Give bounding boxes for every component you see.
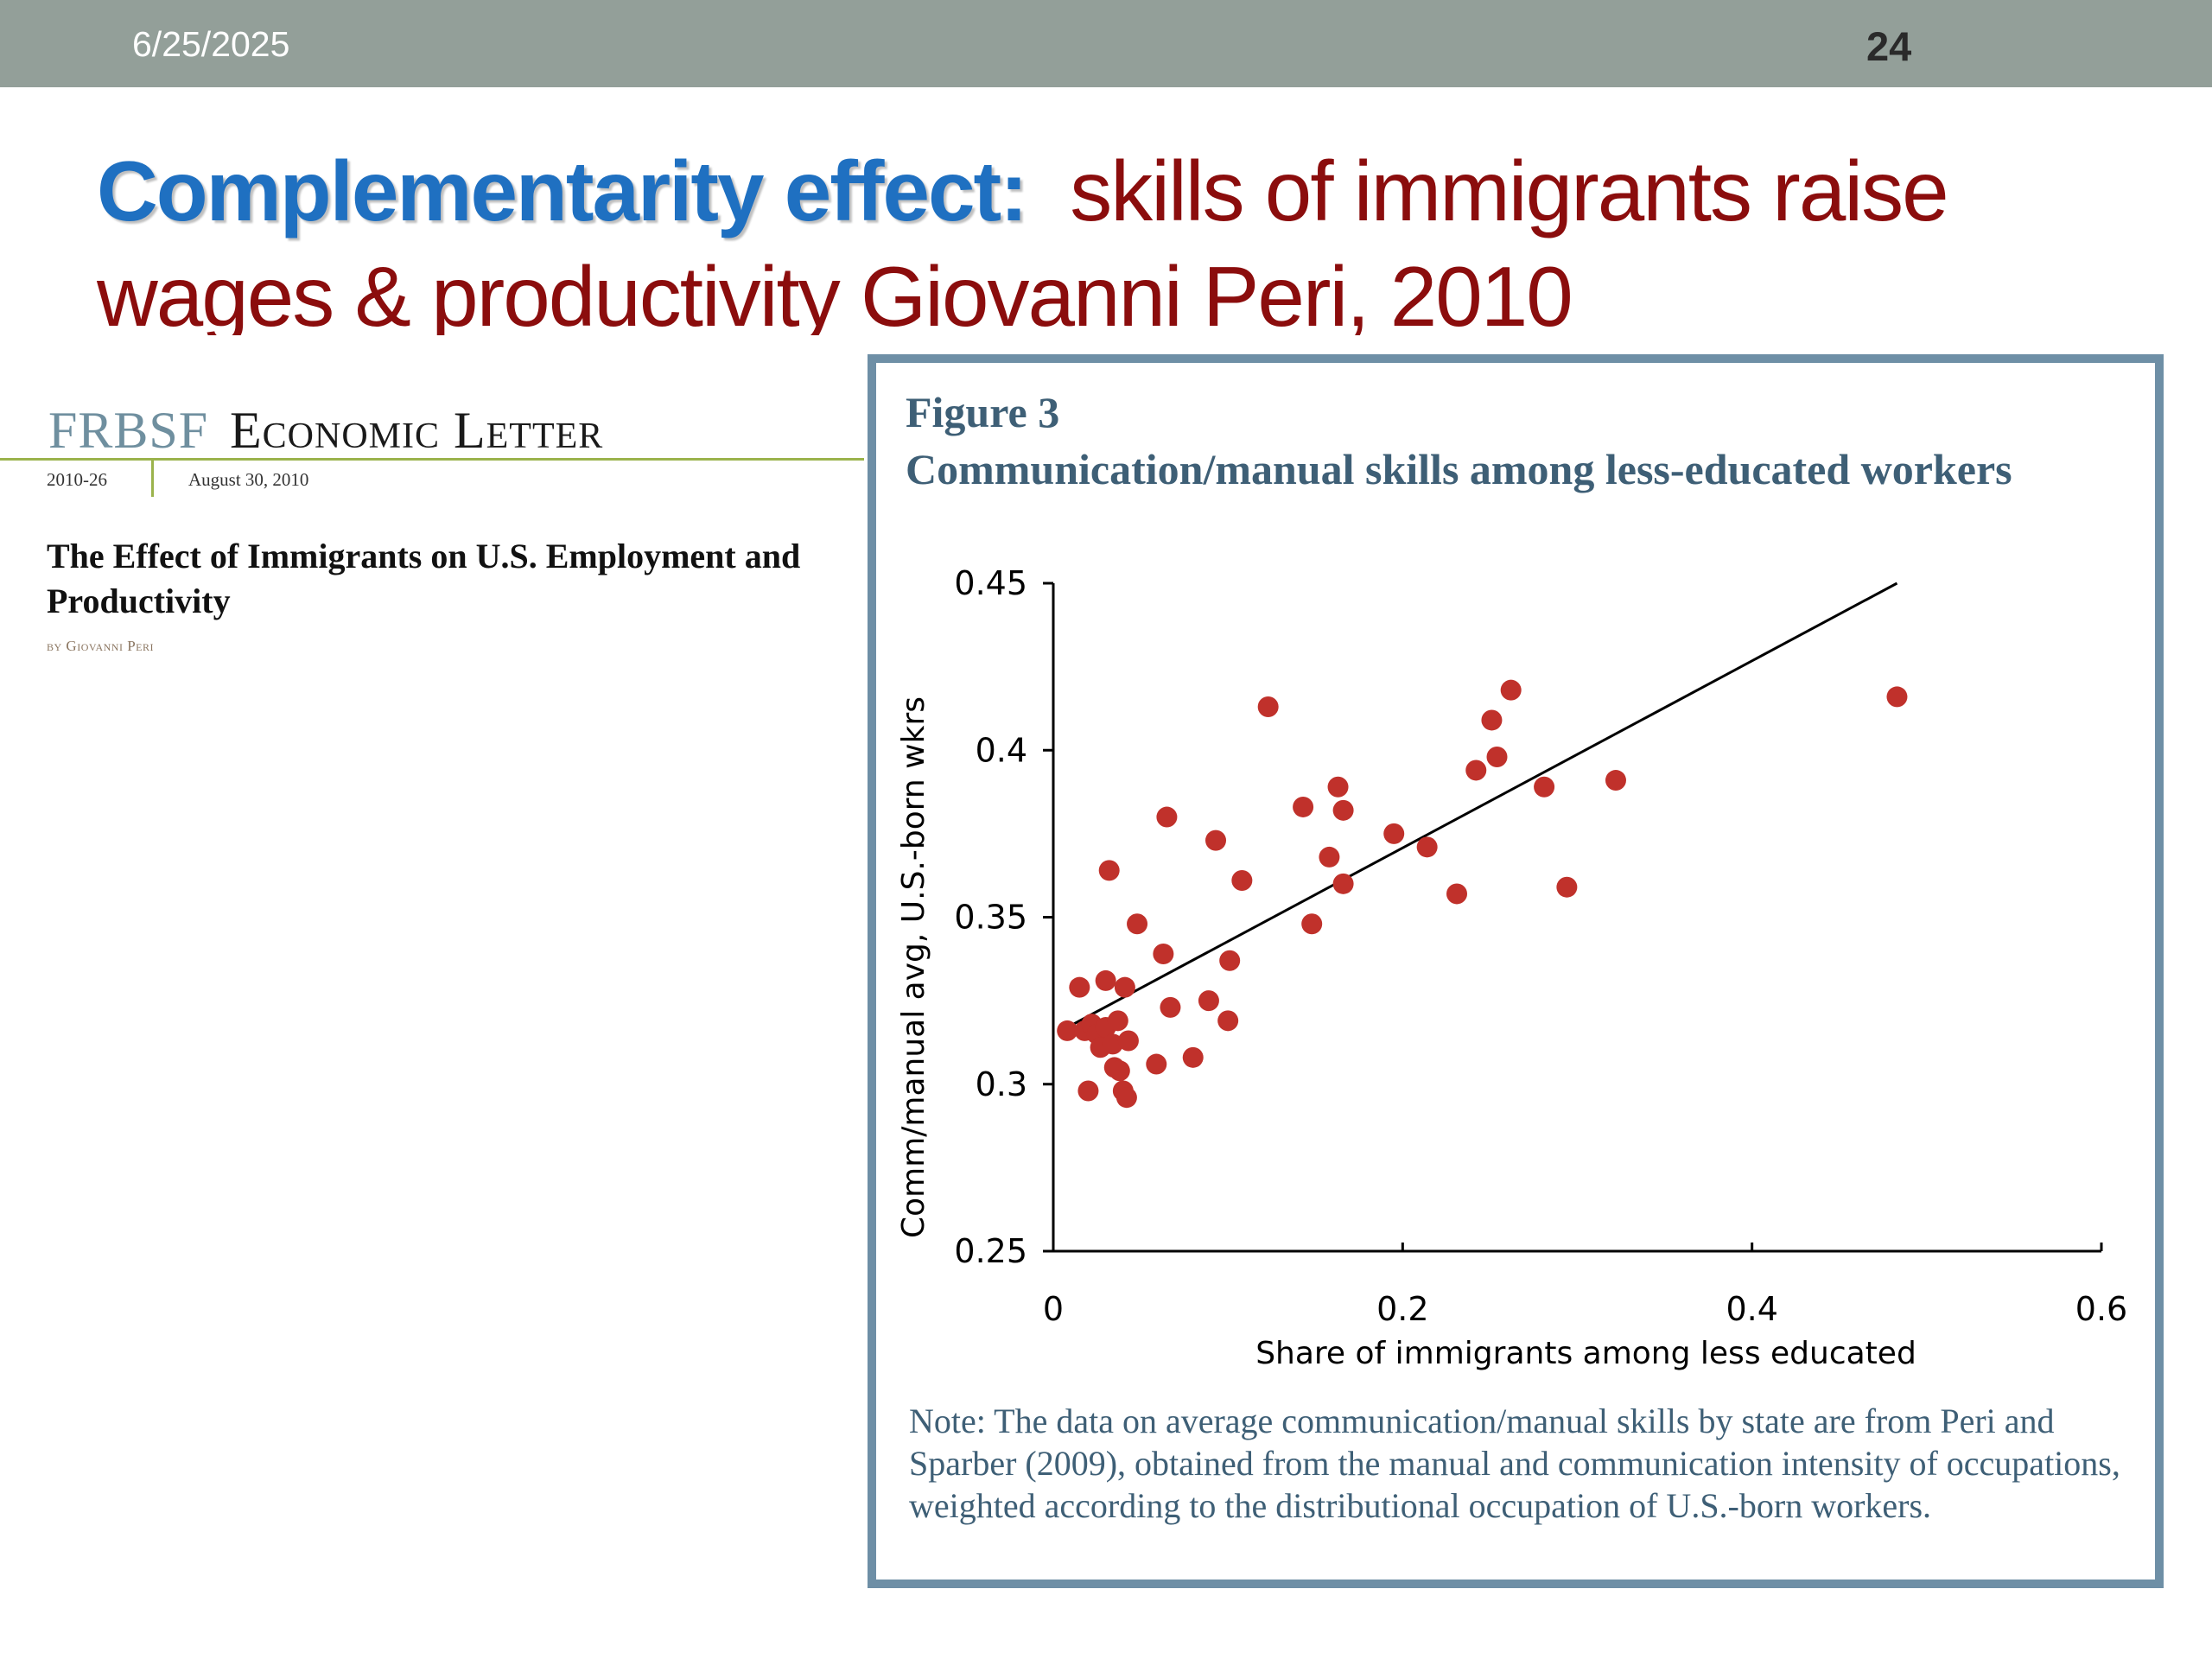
figure-frame: Figure 3 Communication/manual skills amo… — [868, 354, 2164, 1588]
article-byline: by Giovanni Peri — [47, 638, 155, 654]
data-point — [1057, 1020, 1078, 1041]
y-tick-label: 0.3 — [976, 1065, 1027, 1103]
data-point — [1160, 996, 1181, 1018]
figure-number: Figure 3 — [906, 388, 1060, 436]
data-point — [1332, 799, 1354, 821]
figure-title: Communication/manual skills among less-e… — [906, 445, 2012, 493]
data-point — [1605, 770, 1626, 791]
data-point — [1383, 823, 1405, 844]
data-point — [1109, 1060, 1130, 1082]
slide-title-lead: Complementarity effect: — [97, 143, 1028, 238]
data-point — [1107, 1010, 1128, 1032]
data-point — [1117, 1030, 1139, 1052]
data-point — [1293, 796, 1314, 817]
data-point — [1886, 686, 1908, 708]
data-point — [1116, 1087, 1137, 1109]
data-point — [1198, 990, 1219, 1012]
data-point — [1556, 876, 1578, 898]
slide-title-rest: skills of immigrants raise wages & produ… — [97, 143, 1949, 335]
y-tick-label: 0.45 — [954, 564, 1027, 602]
economic-letter-header: FRBSF Economic Letter — [35, 397, 864, 459]
x-tick-label: 0.2 — [1376, 1290, 1428, 1328]
data-point — [1332, 873, 1354, 894]
data-point — [1231, 869, 1253, 891]
letter-issue-number: 2010-26 — [47, 469, 107, 490]
data-point — [1205, 830, 1227, 851]
data-point — [1219, 950, 1241, 971]
data-point — [1182, 1046, 1204, 1068]
x-tick-label: 0.6 — [2075, 1290, 2127, 1328]
data-point — [1077, 1080, 1099, 1102]
letter-issue-divider — [151, 461, 154, 497]
data-point — [1534, 776, 1555, 798]
data-point — [1127, 913, 1148, 935]
y-tick-label: 0.4 — [976, 731, 1027, 769]
slide-number: 24 — [1866, 23, 1912, 69]
data-point — [1257, 696, 1279, 718]
y-tick-label: 0.35 — [954, 899, 1027, 937]
data-point — [1446, 883, 1468, 905]
data-point — [1301, 913, 1323, 935]
x-tick-label: 0 — [1043, 1290, 1064, 1328]
brand-economic-letter: Economic Letter — [230, 402, 604, 459]
data-point — [1465, 760, 1487, 781]
data-point — [1156, 806, 1178, 828]
letter-brand: FRBSF Economic Letter — [35, 397, 864, 459]
letter-rule — [0, 458, 864, 461]
x-axis-label: Share of immigrants among less educated — [1255, 1336, 1916, 1371]
data-point — [1114, 976, 1135, 998]
data-point — [1486, 746, 1508, 767]
data-point — [1102, 1033, 1123, 1055]
brand-frbsf: FRBSF — [48, 402, 209, 459]
y-tick-label: 0.25 — [954, 1232, 1027, 1270]
data-point — [1217, 1010, 1239, 1032]
data-point — [1095, 969, 1116, 991]
trend-line — [1066, 582, 1898, 1029]
data-point — [1327, 776, 1349, 798]
data-point — [1153, 944, 1174, 965]
data-point — [1416, 836, 1438, 858]
data-point — [1146, 1053, 1167, 1075]
letter-date: August 30, 2010 — [188, 469, 309, 490]
data-point — [1098, 860, 1120, 881]
data-point — [1069, 976, 1090, 998]
slide-header-bar: 6/25/2025 24 — [0, 0, 2212, 87]
slide-date: 6/25/2025 — [132, 24, 290, 64]
slide-title: Complementarity effect: skills of immigr… — [97, 138, 2084, 335]
article-title: The Effect of Immigrants on U.S. Employm… — [47, 537, 801, 620]
data-point — [1500, 679, 1522, 701]
y-axis-label: Comm/manual avg, U.S.-born wkrs — [896, 696, 931, 1238]
data-point — [1319, 846, 1340, 868]
x-tick-label: 0.4 — [1726, 1290, 1777, 1328]
data-point — [1481, 709, 1503, 731]
figure-note: Note: The data on average communication/… — [909, 1402, 2120, 1525]
scatter-chart: 0.25 0.3 0.35 0.4 0.45 0 0.2 0.4 0.6 Share of imm… — [896, 564, 2127, 1371]
